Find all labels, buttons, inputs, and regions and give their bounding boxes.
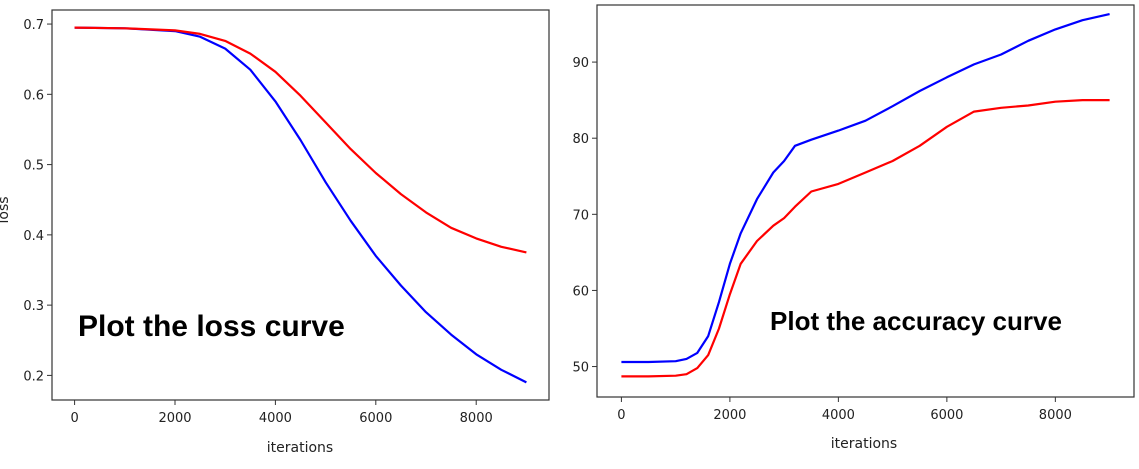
accuracy-series-line-blue [621, 13, 1110, 364]
loss-y-tick-label: 0.7 [23, 18, 44, 33]
accuracy-x-axis-label: iterations [831, 436, 897, 452]
loss-chart: 0 2000 4000 6000 8000 0.2 0.3 0.4 0.5 0.6 0.7 iter… [0, 9, 550, 456]
loss-y-tick-label: 0.5 [23, 159, 44, 174]
accuracy-series-lines [621, 13, 1110, 378]
loss-x-tick-label: 0 [70, 411, 78, 426]
accuracy-y-tick-label: 70 [572, 208, 589, 223]
accuracy-x-tick-label: 2000 [713, 408, 746, 423]
accuracy-y-tick-label: 90 [572, 56, 589, 71]
accuracy-annotation: Plot the accuracy curve [770, 306, 1062, 336]
loss-x-tick-label: 4000 [259, 411, 292, 426]
accuracy-plot-frame [596, 4, 1135, 398]
accuracy-series-line-red [621, 98, 1110, 378]
loss-x-tick-label: 2000 [158, 411, 191, 426]
loss-x-axis-label: iterations [267, 440, 333, 456]
accuracy-y-tick-label: 60 [572, 284, 589, 299]
loss-y-tick-label: 0.6 [23, 88, 44, 103]
loss-annotation: Plot the loss curve [78, 310, 345, 343]
loss-x-tick-label: 8000 [460, 411, 493, 426]
accuracy-x-tick-label: 6000 [930, 408, 963, 423]
accuracy-x-tick-label: 4000 [822, 408, 855, 423]
loss-ticks: 0 2000 4000 6000 8000 0.2 0.3 0.4 0.5 0.6 0.7 [23, 18, 492, 426]
accuracy-y-tick-label: 50 [572, 361, 589, 376]
loss-y-tick-label: 0.4 [23, 229, 44, 244]
accuracy-y-tick-label: 80 [572, 132, 589, 147]
accuracy-x-tick-label: 8000 [1039, 408, 1072, 423]
loss-series-lines [74, 26, 527, 384]
accuracy-x-tick-label: 0 [617, 408, 625, 423]
accuracy-chart: 0 2000 4000 6000 8000 50 60 70 80 90 iterations P… [572, 4, 1135, 452]
loss-y-axis-label: loss [0, 196, 12, 223]
loss-y-tick-label: 0.2 [23, 369, 44, 384]
loss-y-tick-label: 0.3 [23, 299, 44, 314]
loss-x-tick-label: 6000 [359, 411, 392, 426]
accuracy-ticks: 0 2000 4000 6000 8000 50 60 70 80 90 [572, 56, 1071, 423]
loss-series-line-blue [74, 26, 527, 384]
loss-series-line-red [74, 26, 527, 254]
loss-plot-frame [51, 9, 550, 401]
